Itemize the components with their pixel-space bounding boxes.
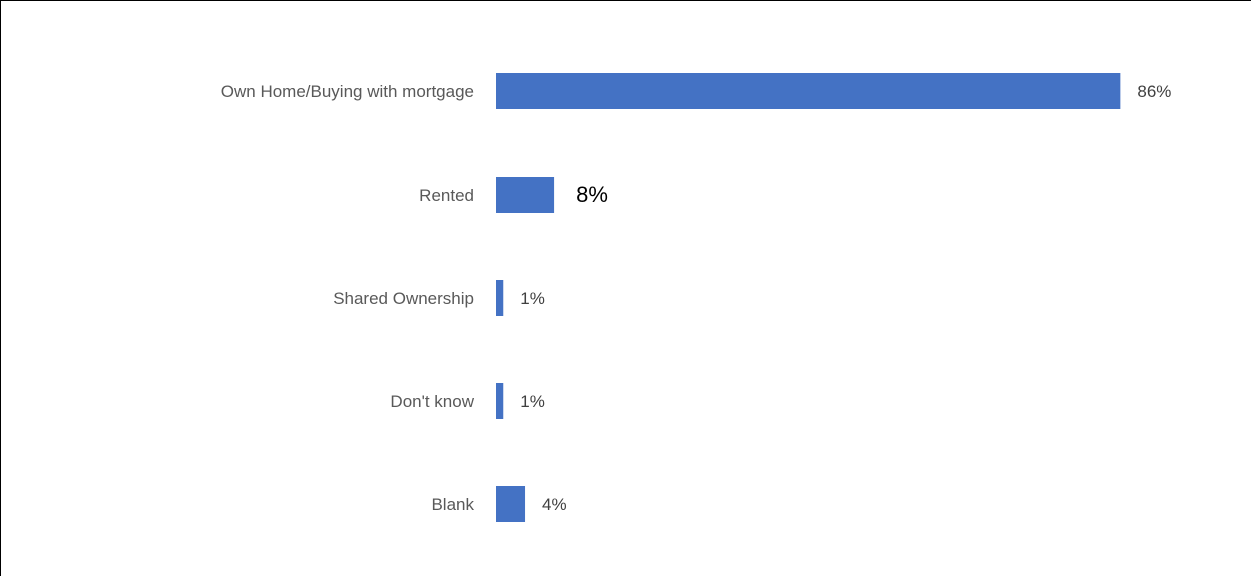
value-labels-layer: 86% 8% 1% 1% 4%: [520, 82, 1171, 514]
category-labels-layer: Own Home/Buying with mortgage Rented Share…: [221, 82, 475, 514]
category-label-0: Own Home/Buying with mortgage: [221, 82, 474, 101]
bar-0: [496, 73, 1121, 109]
value-label-4: 4%: [542, 495, 567, 514]
category-label-2: Shared Ownership: [333, 289, 474, 308]
value-label-3: 1%: [520, 392, 545, 411]
bars-layer: [496, 73, 1121, 522]
bar-1: [496, 177, 555, 213]
value-label-0: 86%: [1137, 82, 1171, 101]
bar-4: [496, 486, 526, 522]
value-label-2: 1%: [520, 289, 545, 308]
bar-2: [496, 280, 504, 316]
bar-3: [496, 383, 504, 419]
category-label-3: Don't know: [390, 392, 474, 411]
category-label-4: Blank: [431, 495, 474, 514]
value-label-1: 8%: [576, 182, 608, 207]
category-label-1: Rented: [419, 186, 474, 205]
